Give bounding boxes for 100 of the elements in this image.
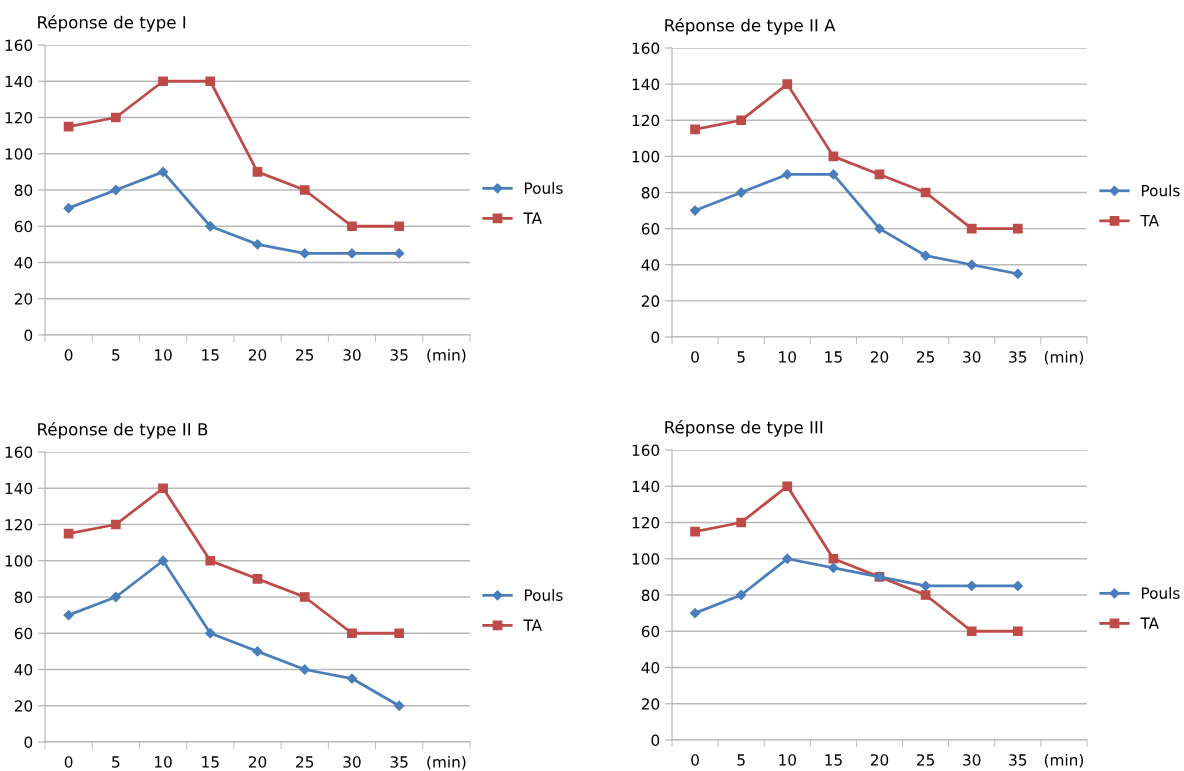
y-tick-label: 60 xyxy=(641,625,660,638)
chart-title: Réponse de type I xyxy=(38,15,186,32)
point xyxy=(1012,223,1023,234)
point xyxy=(157,555,169,566)
x-tick-label: 35 xyxy=(1009,351,1027,363)
point xyxy=(394,700,405,711)
y-tick-label: 160 xyxy=(632,444,660,457)
x-tick-label: 0 xyxy=(64,756,73,768)
x-tick-label: 0 xyxy=(691,351,699,363)
x-tick-label: 15 xyxy=(202,349,219,361)
point xyxy=(346,248,358,259)
point xyxy=(920,590,931,600)
y-tick-label: 40 xyxy=(14,663,33,676)
legend-label: Pouls xyxy=(1141,587,1180,599)
point xyxy=(736,115,747,126)
y-tick-label: 20 xyxy=(14,700,33,712)
point xyxy=(1012,268,1023,279)
y-tick-label: 140 xyxy=(632,78,660,91)
x-tick-label: 35 xyxy=(1009,754,1027,766)
x-tick-label: 35 xyxy=(390,349,408,361)
x-tick-label: 0 xyxy=(691,754,699,766)
point xyxy=(782,79,793,89)
x-tick-label: 10 xyxy=(155,349,172,361)
point xyxy=(299,592,310,602)
x-tick-label: (min) xyxy=(427,348,466,363)
point xyxy=(920,250,931,261)
x-tick-label: 25 xyxy=(917,754,934,766)
y-tick-label: 80 xyxy=(14,184,33,197)
x-tick-label: 5 xyxy=(737,351,745,363)
y-tick-label: 0 xyxy=(24,329,33,342)
point xyxy=(966,580,977,592)
x-tick-label: 5 xyxy=(112,349,120,361)
y-tick-label: 100 xyxy=(632,553,660,565)
legend-label: TA xyxy=(1140,215,1159,227)
point xyxy=(690,124,700,135)
point xyxy=(689,205,701,216)
x-tick-label: (min) xyxy=(1044,350,1083,365)
point xyxy=(205,76,216,87)
point xyxy=(252,239,263,250)
point xyxy=(1012,580,1023,592)
point xyxy=(299,185,310,195)
point xyxy=(874,223,885,234)
x-tick-label: 20 xyxy=(870,351,889,363)
y-tick-label: 20 xyxy=(14,293,33,305)
x-tick-label: 30 xyxy=(963,351,981,363)
point xyxy=(252,574,263,584)
point xyxy=(690,526,700,537)
point xyxy=(828,553,839,564)
legend-label: TA xyxy=(523,619,542,631)
x-tick-label: 15 xyxy=(202,756,219,768)
chart-title: Réponse de type III xyxy=(665,420,823,437)
y-tick-label: 60 xyxy=(14,627,33,640)
point xyxy=(828,562,839,573)
y-tick-label: 40 xyxy=(641,661,660,674)
y-tick-label: 100 xyxy=(5,148,33,160)
point xyxy=(966,626,977,637)
x-tick-label: 0 xyxy=(64,349,73,361)
x-tick-label: 25 xyxy=(296,756,314,768)
point xyxy=(110,184,121,196)
y-tick-label: 40 xyxy=(641,259,660,271)
point xyxy=(347,628,357,639)
y-tick-label: 140 xyxy=(632,480,660,493)
x-tick-label: 20 xyxy=(248,756,267,768)
point xyxy=(782,169,793,180)
x-tick-label: 25 xyxy=(296,349,314,361)
point xyxy=(205,221,216,232)
point xyxy=(252,646,263,657)
point xyxy=(205,628,216,639)
x-tick-label: 10 xyxy=(779,351,796,363)
legend-label: Pouls xyxy=(524,589,563,601)
y-tick-label: 100 xyxy=(632,150,660,163)
y-tick-label: 160 xyxy=(5,39,33,52)
y-tick-label: 40 xyxy=(14,256,33,269)
y-tick-label: 140 xyxy=(5,75,33,88)
x-tick-label: 25 xyxy=(917,351,934,363)
legend-label: Pouls xyxy=(1141,184,1180,197)
chart-title: Réponse de type II B xyxy=(38,422,208,439)
y-tick-label: 80 xyxy=(641,589,660,602)
point xyxy=(158,76,168,87)
y-tick-label: 80 xyxy=(641,186,660,199)
point xyxy=(966,223,977,234)
point xyxy=(252,167,263,177)
y-tick-label: 0 xyxy=(651,734,660,747)
x-tick-label: 35 xyxy=(390,756,408,768)
x-tick-label: 5 xyxy=(112,756,120,768)
point xyxy=(1012,626,1023,637)
x-tick-label: 10 xyxy=(155,756,172,768)
point xyxy=(346,673,358,684)
y-tick-label: 140 xyxy=(5,482,33,495)
point xyxy=(736,589,747,601)
x-tick-label: 30 xyxy=(343,349,361,361)
y-tick-label: 80 xyxy=(14,591,33,604)
y-tick-label: 0 xyxy=(651,331,660,344)
point xyxy=(110,591,121,603)
y-tick-label: 100 xyxy=(5,555,33,567)
point xyxy=(394,248,405,259)
point xyxy=(110,519,121,530)
point xyxy=(736,187,747,198)
point xyxy=(347,221,357,232)
y-tick-label: 120 xyxy=(632,516,660,529)
